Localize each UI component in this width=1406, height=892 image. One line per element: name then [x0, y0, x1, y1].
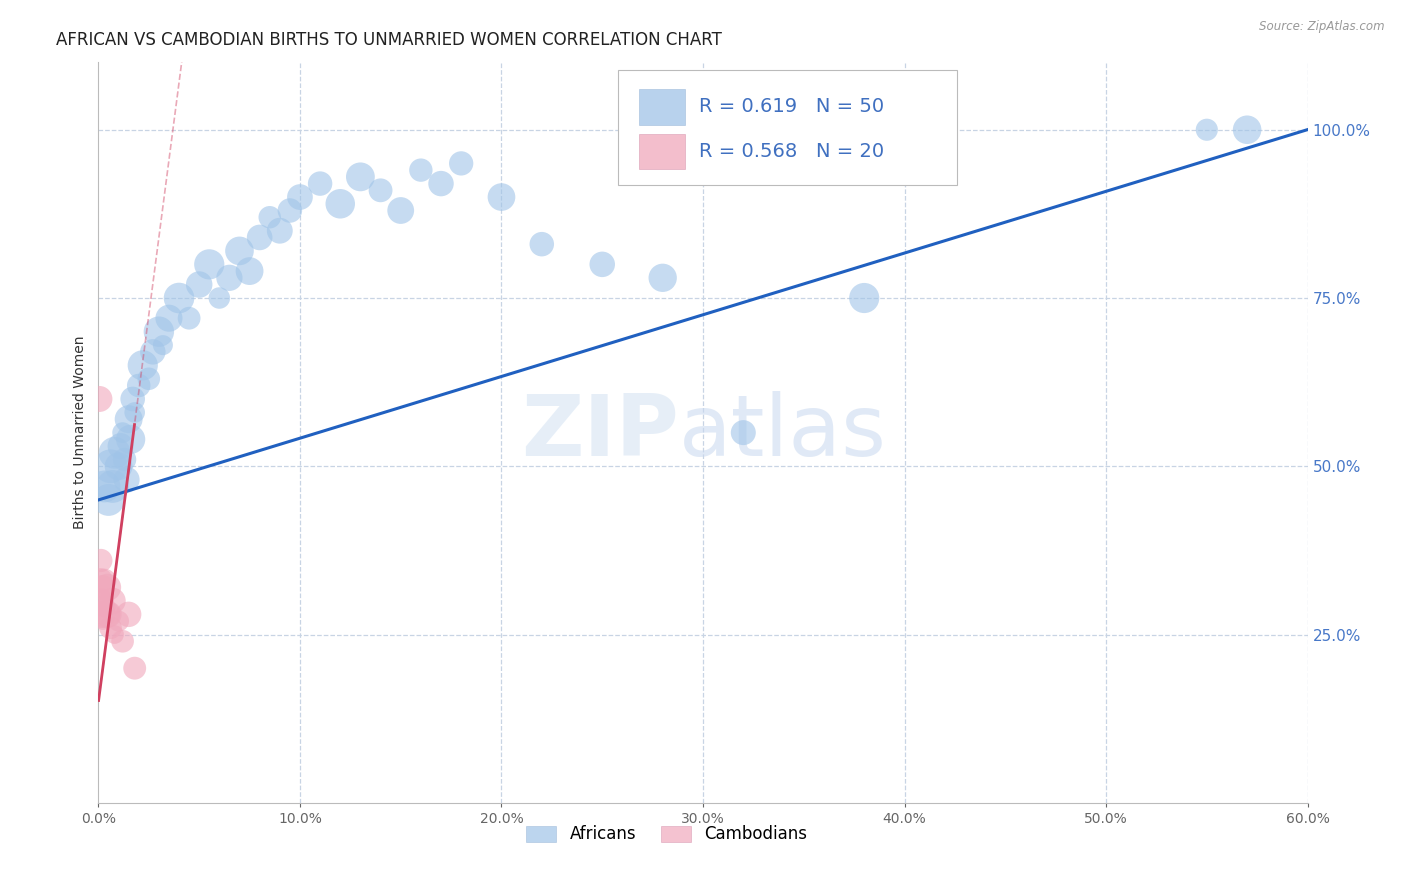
Point [389, 203, 412, 218]
Point [218, 270, 240, 285]
Point [450, 156, 472, 170]
Point [132, 359, 155, 373]
Point [101, 594, 124, 608]
Point [239, 264, 262, 278]
Point [157, 311, 180, 326]
Point [288, 190, 311, 204]
FancyBboxPatch shape [619, 70, 957, 185]
Legend: Africans, Cambodians: Africans, Cambodians [519, 819, 814, 850]
Point [409, 163, 432, 178]
Point [90, 594, 112, 608]
Point [651, 270, 673, 285]
Point [329, 196, 352, 211]
Point [208, 291, 231, 305]
Point [138, 372, 160, 386]
Point [100, 459, 122, 474]
Point [1195, 122, 1218, 136]
Point [179, 311, 201, 326]
Point [107, 459, 129, 474]
Point [269, 224, 291, 238]
Point [96, 607, 118, 622]
Y-axis label: Births to Unmarried Women: Births to Unmarried Women [73, 336, 87, 529]
Point [278, 203, 301, 218]
Point [188, 277, 211, 292]
Point [96, 581, 118, 595]
Point [124, 405, 146, 419]
Point [259, 211, 281, 225]
Point [491, 190, 513, 204]
Text: R = 0.619   N = 50: R = 0.619 N = 50 [699, 97, 884, 116]
Point [853, 291, 876, 305]
Point [90, 553, 112, 567]
Text: ZIP: ZIP [522, 391, 679, 475]
Point [142, 344, 165, 359]
Point [110, 439, 132, 453]
Point [100, 621, 122, 635]
Point [103, 446, 125, 460]
Point [121, 392, 143, 406]
Point [91, 614, 114, 628]
Point [1236, 122, 1258, 136]
Point [120, 433, 142, 447]
Point [91, 581, 114, 595]
Point [228, 244, 250, 258]
Point [148, 325, 170, 339]
Text: AFRICAN VS CAMBODIAN BIRTHS TO UNMARRIED WOMEN CORRELATION CHART: AFRICAN VS CAMBODIAN BIRTHS TO UNMARRIED… [56, 31, 723, 49]
FancyBboxPatch shape [638, 89, 685, 125]
Point [103, 627, 125, 641]
Point [89, 392, 111, 406]
Point [152, 338, 174, 352]
Point [94, 600, 117, 615]
Point [111, 634, 134, 648]
Text: atlas: atlas [679, 391, 887, 475]
Point [309, 177, 332, 191]
Point [114, 452, 136, 467]
Point [249, 230, 271, 244]
Point [107, 614, 129, 628]
Text: R = 0.568   N = 20: R = 0.568 N = 20 [699, 142, 884, 161]
Point [89, 574, 111, 588]
Point [430, 177, 453, 191]
Point [530, 237, 553, 252]
Point [97, 492, 120, 507]
Point [91, 607, 114, 622]
Point [349, 169, 371, 184]
Point [124, 661, 146, 675]
Point [111, 425, 134, 440]
Point [733, 425, 755, 440]
Point [97, 607, 120, 622]
Point [118, 412, 141, 426]
Point [101, 479, 124, 493]
Point [370, 183, 392, 197]
Point [128, 378, 150, 392]
Point [93, 574, 115, 588]
Text: Source: ZipAtlas.com: Source: ZipAtlas.com [1260, 20, 1385, 33]
Point [93, 479, 115, 493]
FancyBboxPatch shape [638, 134, 685, 169]
Point [115, 473, 138, 487]
Point [93, 594, 115, 608]
Point [167, 291, 190, 305]
Point [198, 257, 221, 271]
Point [591, 257, 613, 271]
Point [118, 607, 141, 622]
